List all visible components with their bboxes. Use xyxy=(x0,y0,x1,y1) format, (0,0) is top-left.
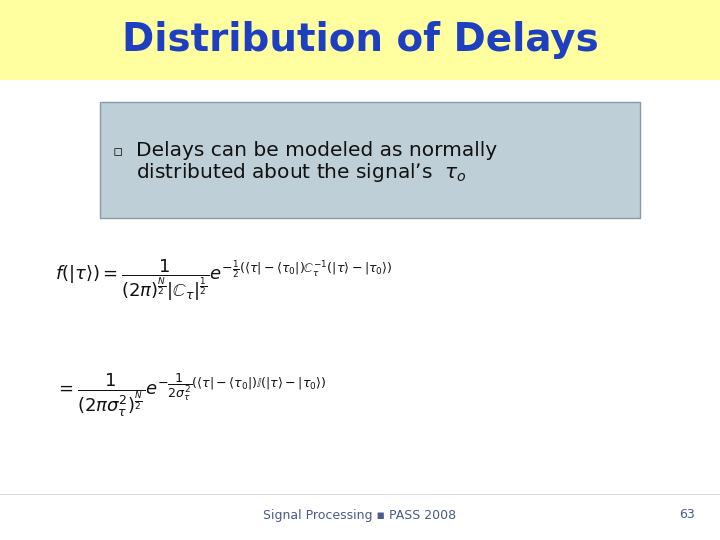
Text: $f\left(|\tau\rangle\right) = \dfrac{1}{(2\pi)^{\frac{N}{2}} |\mathbb{C}_\tau|^{: $f\left(|\tau\rangle\right) = \dfrac{1}{… xyxy=(55,258,392,303)
Text: distributed about the signal’s  $\tau_o$: distributed about the signal’s $\tau_o$ xyxy=(136,160,467,184)
Text: Distribution of Delays: Distribution of Delays xyxy=(122,21,598,59)
Text: 63: 63 xyxy=(679,509,695,522)
Bar xyxy=(100,102,640,218)
Text: ▫: ▫ xyxy=(113,145,123,159)
Text: Delays can be modeled as normally: Delays can be modeled as normally xyxy=(136,140,497,159)
Text: Signal Processing ▪ PASS 2008: Signal Processing ▪ PASS 2008 xyxy=(264,509,456,522)
Bar xyxy=(0,0,720,80)
Text: $= \dfrac{1}{(2\pi\sigma_\tau^2)^{\frac{N}{2}}}e^{-\dfrac{1}{2\sigma_\tau^2}(\la: $= \dfrac{1}{(2\pi\sigma_\tau^2)^{\frac{… xyxy=(55,372,326,418)
